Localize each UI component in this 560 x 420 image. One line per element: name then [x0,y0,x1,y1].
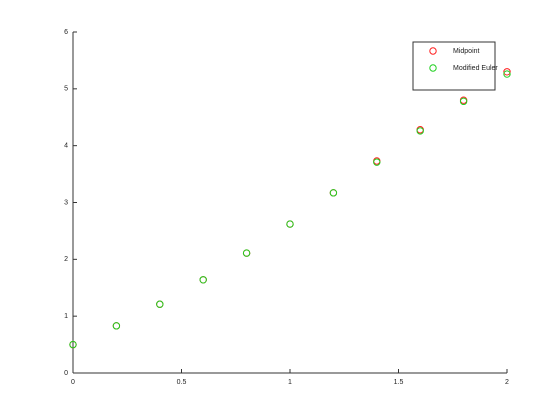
data-point [459,97,468,106]
data-point [503,68,511,76]
x-tick-label: 0 [71,379,75,386]
legend-label: Midpoint [453,48,480,55]
x-tick-label: 0.5 [177,379,187,386]
data-point [69,340,77,349]
y-tick-label: 1 [64,313,68,320]
data-point [416,127,424,135]
x-tick-label: 2 [505,379,509,386]
legend-label: Modified Euler [453,65,498,72]
data-point [286,220,294,228]
y-tick-label: 3 [64,199,68,206]
y-tick-label: 2 [64,256,68,263]
data-point [373,158,381,166]
data-point [112,322,121,330]
legend-box [412,41,496,91]
x-tick-label: 1.5 [394,379,404,386]
data-point [329,189,338,197]
data-point [199,276,207,284]
y-tick-label: 4 [64,143,68,150]
data-point [156,300,164,308]
x-tick-label: 1 [288,379,292,386]
y-tick-label: 0 [64,370,68,377]
legend-marker [429,64,437,72]
data-point [503,70,511,78]
y-tick-label: 5 [64,86,68,93]
y-tick-label: 6 [64,29,68,36]
data-point [242,249,251,257]
legend-marker [429,47,437,55]
